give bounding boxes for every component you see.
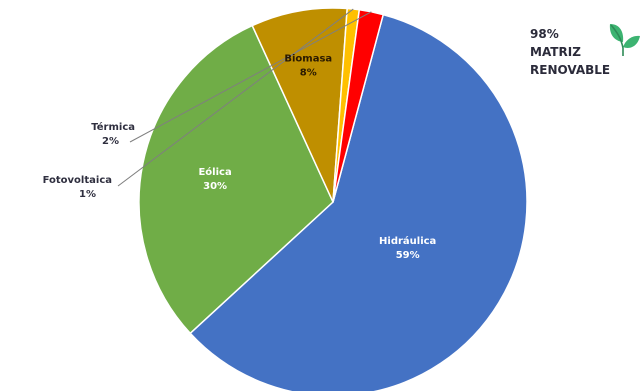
slice-value-label: 30% [203,181,227,192]
badge-line-2: RENOVABLE [530,63,611,77]
slice-value-label: 59% [396,250,420,261]
slice-value-label: 1% [79,189,96,200]
pie-slice-2 [138,24,334,335]
pie-slice-1 [189,13,528,391]
badge-line-1: MATRIZ [530,45,581,59]
leaf-icon [609,24,640,56]
pie-slice-5 [332,8,385,203]
renewable-badge: 98% MATRIZ RENOVABLE [530,20,642,100]
slice-name-label: Eólica [198,166,231,178]
leader-line [129,11,372,143]
badge-percent: 98% [530,27,559,41]
leader-line [117,8,354,187]
slice-value-label: 2% [102,136,119,147]
pie-slice-3 [251,7,349,203]
slice-name-label: Fotovoltaica [43,175,112,186]
slice-name-label: Térmica [91,121,135,133]
slice-name-label: Biomasa [284,54,332,65]
slice-value-label: 8% [300,68,317,79]
slice-name-label: Hidráulica [379,235,436,247]
